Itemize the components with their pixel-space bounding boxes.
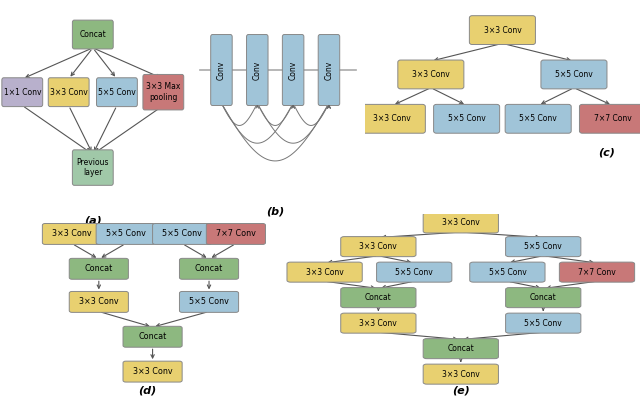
FancyBboxPatch shape bbox=[470, 262, 545, 282]
FancyBboxPatch shape bbox=[434, 105, 500, 133]
Text: 3×3 Conv: 3×3 Conv bbox=[442, 369, 479, 379]
Text: 3×3 Conv: 3×3 Conv bbox=[50, 88, 88, 97]
FancyBboxPatch shape bbox=[206, 223, 266, 244]
Text: (b): (b) bbox=[266, 207, 284, 217]
FancyBboxPatch shape bbox=[340, 236, 416, 257]
Text: 3×3 Conv: 3×3 Conv bbox=[132, 367, 172, 376]
FancyBboxPatch shape bbox=[541, 60, 607, 89]
Text: 7×7 Conv: 7×7 Conv bbox=[216, 229, 256, 238]
FancyBboxPatch shape bbox=[398, 60, 464, 89]
Text: 5×5 Conv: 5×5 Conv bbox=[524, 319, 562, 327]
Text: Concat: Concat bbox=[84, 264, 113, 273]
Text: Previous
layer: Previous layer bbox=[77, 158, 109, 177]
Text: (a): (a) bbox=[84, 216, 102, 226]
Text: Concat: Concat bbox=[365, 293, 392, 302]
Text: Conv: Conv bbox=[289, 60, 298, 80]
Text: 7×7 Conv: 7×7 Conv bbox=[578, 268, 616, 277]
Text: 3×3 Max
pooling: 3×3 Max pooling bbox=[146, 82, 180, 102]
Text: Conv: Conv bbox=[253, 60, 262, 80]
FancyBboxPatch shape bbox=[506, 236, 581, 257]
FancyBboxPatch shape bbox=[282, 34, 304, 105]
FancyBboxPatch shape bbox=[505, 105, 572, 133]
Text: 3×3 Conv: 3×3 Conv bbox=[484, 26, 521, 34]
Text: 5×5 Conv: 5×5 Conv bbox=[524, 242, 562, 251]
FancyBboxPatch shape bbox=[152, 223, 212, 244]
Text: 5×5 Conv: 5×5 Conv bbox=[555, 70, 593, 79]
FancyBboxPatch shape bbox=[97, 78, 138, 107]
FancyBboxPatch shape bbox=[69, 291, 129, 312]
Text: 3×3 Conv: 3×3 Conv bbox=[360, 319, 397, 327]
Text: Conv: Conv bbox=[217, 60, 226, 80]
Text: 5×5 Conv: 5×5 Conv bbox=[396, 268, 433, 277]
Text: 5×5 Conv: 5×5 Conv bbox=[189, 297, 229, 307]
Text: (d): (d) bbox=[138, 386, 156, 396]
FancyBboxPatch shape bbox=[340, 313, 416, 333]
Text: (e): (e) bbox=[452, 386, 470, 396]
FancyBboxPatch shape bbox=[211, 34, 232, 105]
Text: 3×3 Conv: 3×3 Conv bbox=[442, 219, 479, 227]
Text: 3×3 Conv: 3×3 Conv bbox=[360, 242, 397, 251]
Text: (c): (c) bbox=[598, 147, 616, 157]
FancyBboxPatch shape bbox=[559, 262, 635, 282]
Text: 3×3 Conv: 3×3 Conv bbox=[79, 297, 118, 307]
FancyBboxPatch shape bbox=[96, 223, 156, 244]
FancyBboxPatch shape bbox=[123, 326, 182, 347]
Text: 1×1 Conv: 1×1 Conv bbox=[4, 88, 41, 97]
Text: 3×3 Conv: 3×3 Conv bbox=[412, 70, 450, 79]
FancyBboxPatch shape bbox=[143, 74, 184, 110]
FancyBboxPatch shape bbox=[179, 258, 239, 279]
FancyBboxPatch shape bbox=[179, 291, 239, 312]
FancyBboxPatch shape bbox=[2, 78, 43, 107]
Text: 5×5 Conv: 5×5 Conv bbox=[448, 114, 486, 123]
FancyBboxPatch shape bbox=[506, 287, 581, 308]
FancyBboxPatch shape bbox=[423, 213, 499, 233]
Text: 3×3 Conv: 3×3 Conv bbox=[374, 114, 411, 123]
FancyBboxPatch shape bbox=[423, 339, 499, 359]
Text: 7×7 Conv: 7×7 Conv bbox=[594, 114, 631, 123]
Text: Concat: Concat bbox=[195, 264, 223, 273]
Text: 5×5 Conv: 5×5 Conv bbox=[106, 229, 146, 238]
Text: Concat: Concat bbox=[138, 332, 166, 341]
Text: 5×5 Conv: 5×5 Conv bbox=[488, 268, 526, 277]
FancyBboxPatch shape bbox=[48, 78, 89, 107]
Text: 3×3 Conv: 3×3 Conv bbox=[306, 268, 344, 277]
Text: Conv: Conv bbox=[324, 60, 333, 80]
FancyBboxPatch shape bbox=[72, 150, 113, 185]
FancyBboxPatch shape bbox=[579, 105, 640, 133]
FancyBboxPatch shape bbox=[506, 313, 581, 333]
FancyBboxPatch shape bbox=[469, 16, 536, 44]
Text: 5×5 Conv: 5×5 Conv bbox=[98, 88, 136, 97]
FancyBboxPatch shape bbox=[69, 258, 129, 279]
FancyBboxPatch shape bbox=[359, 105, 426, 133]
Text: 3×3 Conv: 3×3 Conv bbox=[52, 229, 92, 238]
FancyBboxPatch shape bbox=[42, 223, 102, 244]
Text: Concat: Concat bbox=[530, 293, 557, 302]
FancyBboxPatch shape bbox=[287, 262, 362, 282]
FancyBboxPatch shape bbox=[123, 361, 182, 382]
FancyBboxPatch shape bbox=[340, 287, 416, 308]
Text: 5×5 Conv: 5×5 Conv bbox=[162, 229, 202, 238]
FancyBboxPatch shape bbox=[318, 34, 340, 105]
Text: Concat: Concat bbox=[79, 30, 106, 39]
FancyBboxPatch shape bbox=[246, 34, 268, 105]
Text: 5×5 Conv: 5×5 Conv bbox=[519, 114, 557, 123]
FancyBboxPatch shape bbox=[72, 20, 113, 49]
FancyBboxPatch shape bbox=[376, 262, 452, 282]
FancyBboxPatch shape bbox=[423, 364, 499, 384]
Text: Concat: Concat bbox=[447, 344, 474, 353]
